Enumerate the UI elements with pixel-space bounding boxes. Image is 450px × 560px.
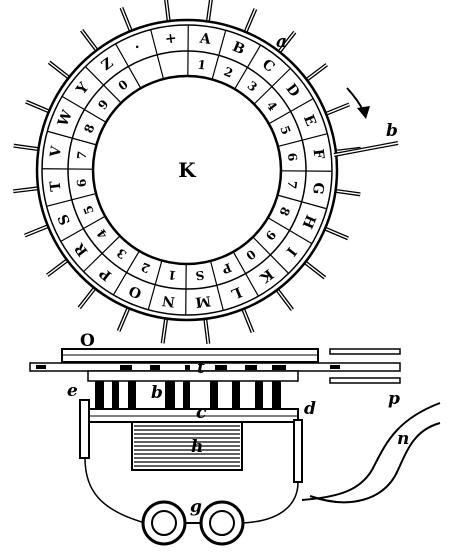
rail-lower [329,377,401,384]
ring-divider [277,194,327,210]
magnet-core-h [131,421,243,471]
digit-ring-inner [91,74,283,266]
label-b-mid: b [151,383,163,403]
dial-digit: 6 [285,152,300,162]
dial-letter: G [309,181,327,195]
spring-e [79,399,90,459]
dial-letter: H [299,212,319,230]
rail-upper [329,348,401,355]
ring-divider [268,98,314,125]
dial-letter: A [198,30,213,48]
label-O: O [80,331,95,351]
ring-divider [234,44,262,90]
dial-letter: · [132,39,143,56]
label-d: d [304,399,316,419]
label-c: c [196,403,207,423]
dial-digit: 1 [167,267,177,282]
ring-divider [150,29,165,80]
dial-digit: 6 [74,178,89,188]
spring-d [293,419,303,483]
label-b-top: b [386,121,398,141]
letter-ring-inner [67,50,307,290]
label-e: e [67,381,78,401]
ring-divider [47,130,97,146]
dial-center-label: K [178,158,196,182]
coil-g [141,500,245,546]
ring-divider [252,236,290,274]
ring-divider [277,133,328,148]
ring-divider [267,217,313,245]
dial-letter: + [164,30,178,47]
ring-divider [211,30,227,80]
ring-divider [112,250,140,296]
axle-slots [36,365,340,370]
dial-letter: F [309,148,326,160]
frame-top [87,370,299,382]
ring-divider [83,235,121,273]
dial-outer-rim-inner [41,24,333,316]
wire-right [239,481,299,524]
ring-divider [147,260,163,310]
label-t: t [197,358,205,378]
dial-digit: 7 [75,150,90,160]
ring-divider [84,66,122,104]
label-h: h [191,437,203,457]
ring-divider [209,260,224,311]
wire-left [84,457,146,524]
ring-divider [232,251,259,297]
dial-letter: T [47,179,64,192]
dial-digit: 7 [284,180,299,190]
label-g: g [190,497,202,517]
dial-letter: W [55,108,76,130]
dial-letter: M [194,292,211,310]
lower-apparatus: O t e b c d p h n g [29,331,441,546]
label-n: n [397,429,409,449]
ring-divider [60,215,106,242]
ring-divider [46,192,97,207]
ring-divider [61,95,107,123]
dial-digit: 1 [197,58,207,73]
ring-divider [115,43,142,89]
spoke-blades [95,381,281,409]
dial-digit: S [195,268,205,283]
ring-divider [253,67,291,105]
dial-letter: O [127,282,144,301]
rotation-arrow-icon [346,87,370,119]
dial-letter: V [47,144,65,159]
dial-letter: N [161,292,176,310]
label-a: a [276,32,287,52]
ring-dividers [42,25,332,315]
label-p: p [388,389,400,409]
wire-p [309,422,441,504]
wire-n [301,402,441,501]
